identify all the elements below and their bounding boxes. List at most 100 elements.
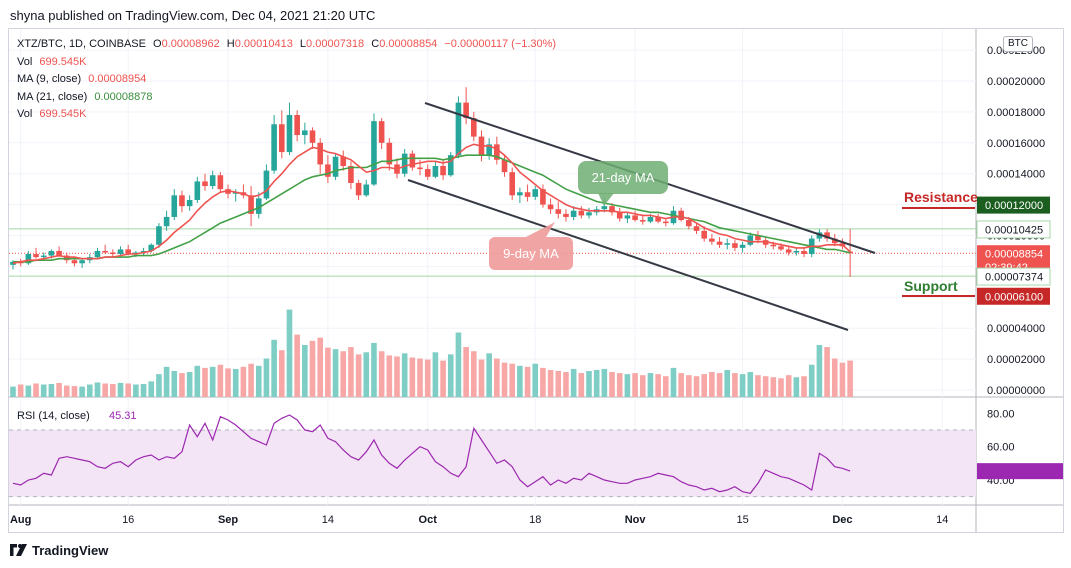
rsi-tick-label: 80.00 — [987, 408, 1015, 420]
volume-bar — [432, 352, 439, 397]
legend-open-label: O — [153, 38, 162, 50]
volume-bar — [179, 373, 185, 397]
volume-bar — [424, 359, 431, 397]
rsi-title: RSI (14, close) — [17, 410, 90, 422]
price-tick-label: 0.00014000 — [987, 169, 1045, 181]
candle-body — [709, 238, 715, 242]
candle-body — [616, 212, 623, 219]
volume-bar — [563, 372, 569, 397]
price-tick-label: 0.00002000 — [987, 354, 1045, 366]
price-tick-label: 0.00020000 — [987, 76, 1045, 88]
volume-bar — [355, 354, 362, 397]
legend-symbol[interactable]: XTZ/BTC, 1D, COINBASE — [17, 38, 146, 50]
candle-body — [202, 181, 208, 187]
chart-frame — [8, 28, 1064, 533]
volume-bar — [140, 384, 147, 397]
volume-bar — [240, 366, 247, 397]
candle-body — [179, 195, 185, 207]
volume-bar — [148, 381, 155, 397]
currency-badge[interactable]: BTC — [1003, 36, 1033, 52]
candle-body — [455, 102, 462, 156]
footer-brand[interactable]: TradingView — [10, 543, 108, 558]
rsi-tick-label: 60.00 — [987, 442, 1015, 454]
channel-lower-line — [407, 179, 849, 331]
candle-body — [663, 221, 669, 224]
candle-body — [601, 206, 608, 210]
candle-body — [540, 189, 546, 205]
legend-ma21-row[interactable]: MA (21, close) 0.00008878 — [17, 89, 556, 107]
volume-bar — [409, 357, 416, 397]
candle-body — [263, 170, 270, 199]
candle-body — [778, 246, 784, 250]
volume-bar — [709, 372, 715, 397]
volume-bar — [494, 358, 500, 397]
candle-body — [332, 156, 339, 177]
candle-body — [125, 249, 131, 255]
volume-bar — [294, 334, 300, 397]
candle-body — [340, 156, 347, 166]
candle-body — [532, 189, 539, 197]
volume-bar — [524, 366, 531, 397]
volume-bar — [593, 369, 600, 397]
volume-bar — [79, 386, 85, 397]
candle-body — [655, 216, 661, 222]
candle-body — [294, 114, 300, 136]
volume-bar — [724, 369, 731, 397]
volume-bar — [471, 351, 477, 397]
candle-body — [79, 260, 85, 264]
volume-bar — [647, 373, 654, 397]
legend-vol2-label: Vol — [17, 108, 33, 120]
volume-bar — [202, 367, 208, 397]
volume-bar — [33, 383, 39, 397]
volume-bar — [194, 365, 201, 397]
candle-body — [824, 232, 830, 239]
volume-bar — [739, 374, 746, 397]
candle-body — [678, 210, 684, 221]
legend-close-label: C — [371, 38, 380, 50]
candle-body — [440, 165, 446, 176]
candle-body — [494, 144, 500, 160]
volume-bar — [378, 351, 385, 397]
price-label-plain — [976, 220, 1051, 239]
legend-ma9-label: MA (9, close) — [17, 73, 82, 85]
legend-volume-row[interactable]: Vol 699.545K — [17, 54, 556, 72]
legend-change: −0.00000117 (−1.30%) — [444, 38, 557, 50]
volume-bar — [447, 354, 454, 397]
candle-body — [732, 243, 738, 248]
legend-ma9-row[interactable]: MA (9, close) 0.00008954 — [17, 71, 556, 89]
candle-body — [785, 249, 792, 253]
candle-body — [217, 175, 224, 190]
candle-body — [724, 243, 731, 245]
legend-vol2-row[interactable]: Vol 699.545K — [17, 106, 556, 124]
volume-bar — [186, 372, 193, 397]
volume-bar — [578, 373, 585, 397]
legend-low: 0.00007318 — [306, 38, 365, 50]
rsi-line — [12, 414, 851, 494]
volume-bar — [770, 377, 777, 397]
volume-bar — [547, 369, 554, 397]
legend-ohlc-row: XTZ/BTC, 1D, COINBASE O0.00008962 H0.000… — [17, 36, 556, 54]
legend-ma21-label: MA (21, close) — [17, 90, 88, 103]
candle-body — [271, 124, 277, 171]
candle-body — [578, 210, 585, 216]
ma9-callout-text: 9-day MA — [503, 246, 559, 261]
volume-bar — [340, 351, 347, 397]
legend-ma21: 0.00008878 — [94, 90, 153, 103]
volume-bar — [325, 347, 331, 397]
volume-bar — [839, 362, 846, 397]
volume-bar — [87, 384, 93, 397]
volume-bar — [279, 350, 285, 397]
legend-vol2: 699.545K — [39, 108, 87, 120]
volume-bar — [171, 371, 178, 397]
price-label-text: 0.00012000 — [985, 200, 1043, 212]
volume-bar — [263, 358, 270, 397]
volume-bar — [225, 368, 231, 397]
candle-body — [501, 159, 508, 173]
candle-body — [570, 210, 577, 217]
tradingview-logo-icon — [10, 544, 27, 556]
volume-bar — [371, 342, 377, 397]
candle-body — [102, 250, 108, 253]
candle-body — [386, 142, 393, 165]
candle-body — [355, 182, 362, 196]
